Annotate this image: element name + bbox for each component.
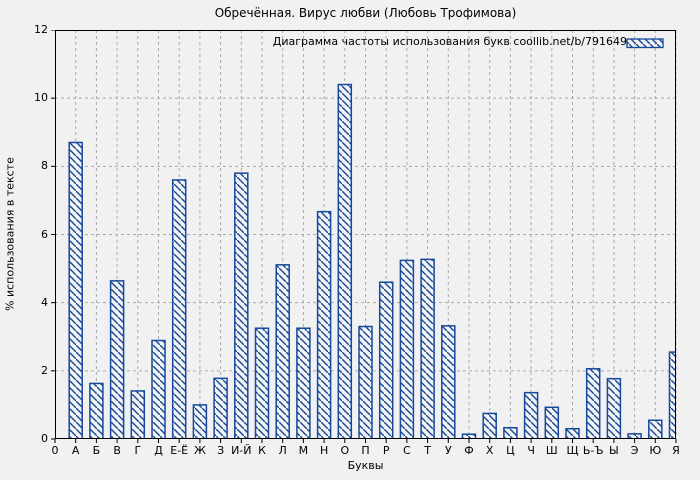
bar-Ю — [648, 419, 663, 439]
x-tick-label: К — [258, 444, 266, 457]
bar-В — [109, 280, 125, 439]
bar-Э — [627, 433, 642, 439]
x-tick-label: Г — [134, 444, 142, 457]
y-tick-label: 10 — [34, 91, 48, 105]
y-tick-label: 4 — [41, 295, 48, 309]
bar-Ц — [503, 427, 518, 439]
bar-Т — [420, 258, 435, 439]
bar-Ь-Ъ — [585, 368, 601, 439]
bar-О — [337, 83, 353, 439]
bar-З — [213, 377, 228, 439]
x-tick-label: Д — [154, 444, 163, 457]
x-tick-label: Ы — [609, 444, 619, 457]
x-tick-label: Б — [92, 444, 101, 457]
x-tick-label: С — [403, 444, 411, 457]
bar-Ж — [192, 404, 208, 439]
x-tick-label: Ю — [649, 444, 662, 457]
bar-Ч — [523, 391, 539, 439]
x-tick-label: Л — [278, 444, 287, 457]
x-tick-label: Ф — [464, 444, 474, 457]
x-tick-label: Ш — [545, 444, 558, 457]
x-tick-label: Р — [382, 444, 390, 457]
bar-И-Й — [234, 172, 249, 439]
gridlines — [55, 30, 677, 439]
x-tick-label: Е-Ё — [170, 444, 189, 457]
x-tick-label: Ж — [193, 444, 206, 457]
bar-А — [68, 141, 83, 439]
x-tick-label: В — [113, 444, 121, 457]
bar-К — [254, 327, 270, 439]
x-tick-label: Щ — [566, 444, 579, 457]
bar-Ш — [544, 406, 560, 439]
y-tick-label: 12 — [34, 23, 48, 36]
x-tick-label: З — [217, 444, 225, 457]
bar-Г — [130, 390, 146, 439]
legend-swatch-icon — [626, 38, 664, 49]
x-tick-label: Х — [485, 444, 494, 457]
bar-Е-Ё — [171, 179, 187, 439]
x-tick-label: Ь-Ъ — [582, 444, 604, 457]
y-tick-label: 0 — [41, 432, 48, 445]
bar-Л — [275, 264, 290, 439]
x-axis-label: Буквы — [347, 459, 384, 472]
bar-Х — [482, 412, 497, 439]
bar-С — [399, 259, 415, 439]
x-tick-label: И-Й — [231, 444, 252, 457]
bar-Б — [89, 382, 104, 439]
x-tick-label: Ч — [527, 444, 535, 457]
chart-title: Обречённая. Вирус любви (Любовь Трофимов… — [214, 6, 517, 20]
bar-Р — [378, 281, 394, 439]
bar-У — [441, 325, 456, 439]
x-tick-label: Э — [630, 444, 639, 457]
x-tick-label: А — [71, 444, 80, 457]
bar-Я — [668, 351, 676, 439]
x-tick-label: 0 — [51, 444, 59, 457]
x-tick-label: М — [298, 444, 309, 457]
x-tick-label: Я — [672, 444, 680, 457]
y-tick-label: 6 — [41, 227, 48, 241]
x-tick-label: Н — [319, 444, 329, 457]
bar-П — [358, 325, 373, 439]
bar-Д — [151, 339, 166, 439]
x-tick-label: У — [444, 444, 452, 457]
x-tick-label: П — [361, 444, 370, 457]
y-tick-label: 2 — [41, 363, 48, 377]
x-tick-label: Т — [424, 444, 431, 457]
bar-Н — [316, 210, 332, 439]
bars-svg — [51, 30, 677, 443]
x-tick-label: Ц — [506, 444, 515, 457]
bar-Ы — [606, 377, 622, 439]
x-tick-label: О — [340, 444, 350, 457]
bars — [68, 83, 676, 439]
plot-area: Диаграмма частоты использования букв coo… — [51, 30, 677, 443]
legend-label: Диаграмма частоты использования букв coo… — [272, 35, 627, 48]
y-tick-label: 8 — [41, 159, 48, 173]
bar-Щ — [565, 428, 580, 439]
bar-М — [296, 327, 311, 439]
